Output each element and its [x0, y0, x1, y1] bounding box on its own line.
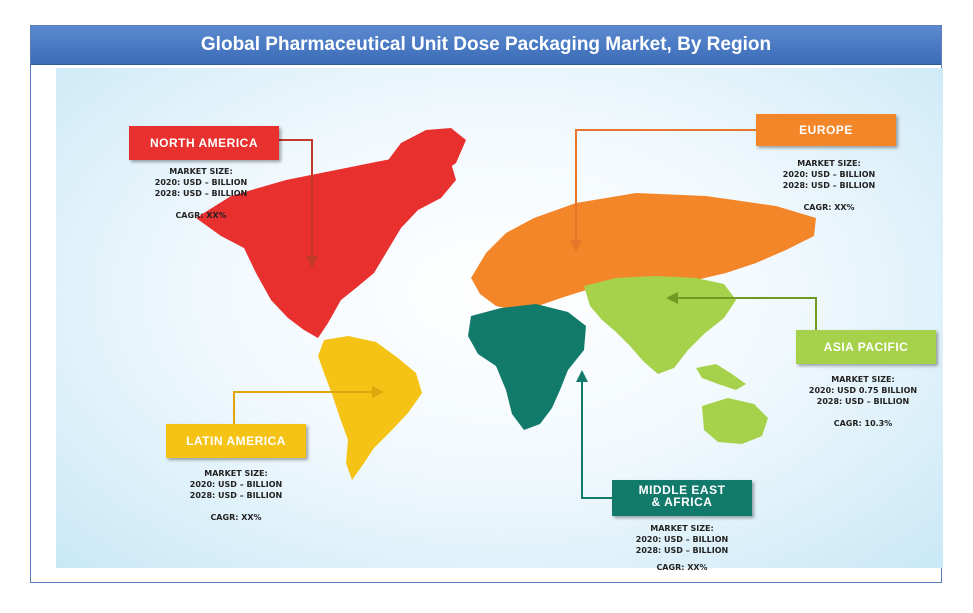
value-2028: 2028: USD – BILLION [189, 491, 283, 500]
latin-america-shape [318, 336, 422, 480]
market-size-label: MARKET SIZE: [204, 469, 268, 478]
region-label-middle-east-africa: MIDDLE EAST & AFRICA [612, 480, 752, 516]
europe-leader [575, 129, 756, 244]
greenland-shape [386, 128, 466, 180]
region-info-europe: MARKET SIZE: 2020: USD – BILLION 2028: U… [774, 158, 884, 213]
australia-shape [702, 398, 768, 444]
north-america-shape [196, 156, 456, 338]
value-2020: 2020: USD – BILLION [154, 178, 248, 187]
asia-pacific-shape [584, 276, 736, 374]
cagr-value: CAGR: 10.3% [833, 419, 893, 428]
region-label-latin-america: LATIN AMERICA [166, 424, 306, 458]
market-size-label: MARKET SIZE: [650, 524, 714, 533]
value-2028: 2028: USD – BILLION [154, 189, 248, 198]
region-label-north-america: NORTH AMERICA [129, 126, 279, 160]
region-name-line-1: MIDDLE EAST [638, 483, 726, 497]
region-info-asia-pacific: MARKET SIZE: 2020: USD 0.75 BILLION 2028… [798, 374, 928, 429]
asia-pacific-leader [674, 297, 817, 330]
value-2028: 2028: USD – BILLION [816, 397, 910, 406]
region-name-line-2: & AFRICA [651, 495, 713, 509]
region-label-europe: EUROPE [756, 114, 896, 146]
value-2020: 2020: USD – BILLION [782, 170, 876, 179]
islands-shape [696, 364, 746, 390]
latin-america-leader [233, 391, 376, 424]
value-2028: 2028: USD – BILLION [635, 546, 729, 555]
cagr-value: CAGR: XX% [656, 563, 708, 572]
market-size-label: MARKET SIZE: [831, 375, 895, 384]
value-2020: 2020: USD 0.75 BILLION [808, 386, 918, 395]
cagr-value: CAGR: XX% [803, 203, 855, 212]
value-2020: 2020: USD – BILLION [635, 535, 729, 544]
map-panel: NORTH AMERICA MARKET SIZE: 2020: USD – B… [56, 68, 943, 572]
market-size-label: MARKET SIZE: [169, 167, 233, 176]
north-america-arrow [306, 256, 318, 268]
value-2020: 2020: USD – BILLION [189, 480, 283, 489]
region-label-asia-pacific: ASIA PACIFIC [796, 330, 936, 364]
middle-east-africa-shape [468, 304, 586, 430]
region-info-middle-east-africa: MARKET SIZE: 2020: USD – BILLION 2028: U… [622, 523, 742, 573]
region-info-latin-america: MARKET SIZE: 2020: USD – BILLION 2028: U… [176, 468, 296, 523]
middle-east-africa-leader [581, 378, 612, 499]
page-title: Global Pharmaceutical Unit Dose Packagin… [31, 26, 941, 65]
middle-east-africa-arrow [576, 370, 588, 382]
north-america-leader [278, 139, 313, 260]
europe-arrow [570, 240, 582, 252]
market-size-label: MARKET SIZE: [797, 159, 861, 168]
cagr-value: CAGR: XX% [175, 211, 227, 220]
cagr-value: CAGR: XX% [210, 513, 262, 522]
region-info-north-america: MARKET SIZE: 2020: USD – BILLION 2028: U… [141, 166, 261, 221]
latin-america-arrow [372, 386, 384, 398]
chart-frame: Global Pharmaceutical Unit Dose Packagin… [30, 25, 943, 583]
world-map [196, 128, 817, 499]
europe-shape [471, 193, 816, 310]
value-2028: 2028: USD – BILLION [782, 181, 876, 190]
asia-pacific-arrow [666, 292, 678, 304]
